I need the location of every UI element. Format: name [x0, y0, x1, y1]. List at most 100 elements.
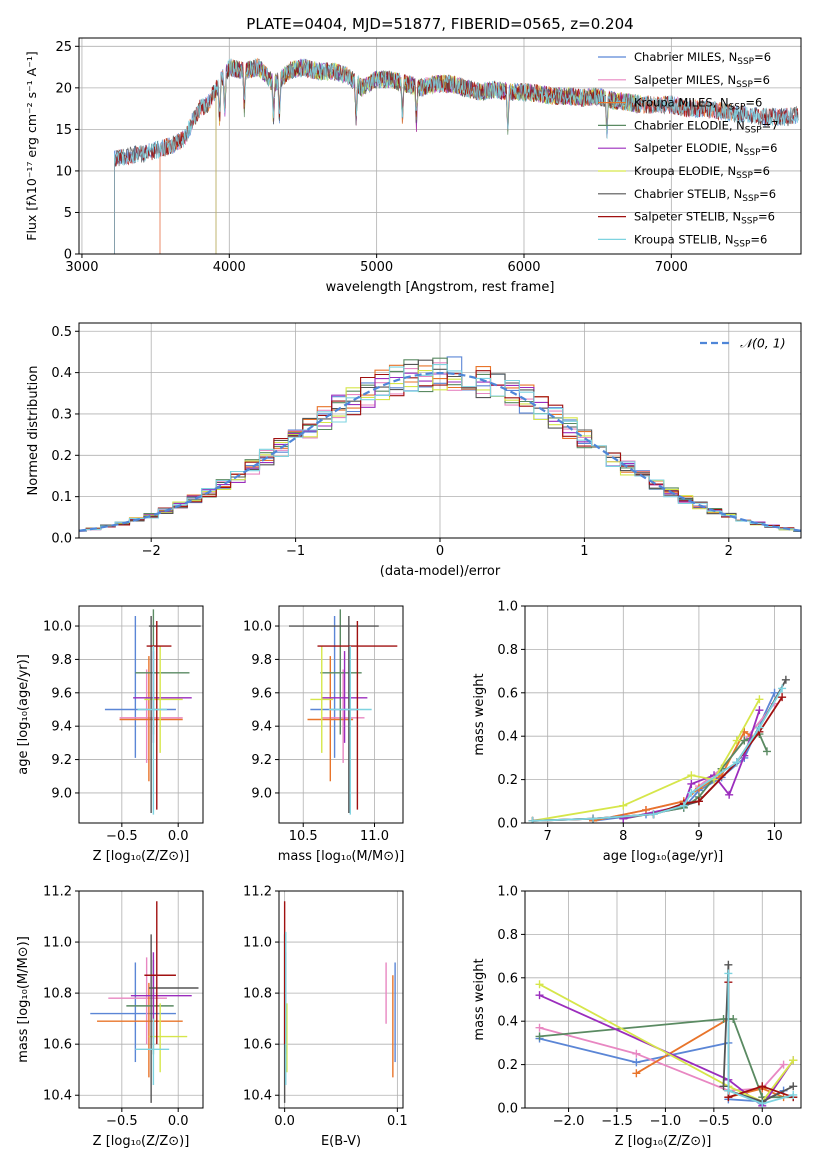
x-tick-label: 7000 — [655, 260, 688, 275]
weight-marker — [632, 1069, 641, 1078]
legend: 𝒩(0, 1) — [700, 336, 786, 351]
x-tick-label: −2 — [142, 544, 161, 559]
x-tick-label: −0.5 — [106, 829, 138, 844]
weight-line — [727, 973, 794, 1105]
x-tick-label: −2.0 — [553, 1114, 585, 1129]
y-tick-label: 0.1 — [51, 490, 72, 505]
weight-marker — [535, 991, 544, 1000]
panel-age-vs-Z: −0.5 0.0 9.0 9.2 9.4 9.6 9.8 10.0 Z [log₁₀(Z/Z⊙)… — [16, 605, 204, 864]
y-axis-label: Flux [fλ10⁻¹⁷ erg cm⁻² s⁻¹ A⁻¹] — [24, 51, 39, 240]
y-tick-label: 9.2 — [251, 753, 272, 768]
plot-area — [90, 901, 199, 1103]
weight-marker — [535, 1032, 544, 1041]
weight-line — [539, 983, 795, 1103]
weight-marker — [762, 747, 771, 756]
weight-marker — [687, 779, 696, 788]
y-tick-label: 0.6 — [497, 686, 518, 701]
panel-weight-vs-age: 7 8 9 10 0.0 0.2 0.4 0.6 0.8 1.0 age [log₁₀(age/yr… — [472, 600, 802, 864]
y-axis-label: mass weight — [472, 673, 487, 755]
plot-area — [528, 675, 790, 823]
x-tick-label: 0.1 — [387, 1114, 408, 1129]
weight-marker — [732, 736, 741, 745]
legend-label: Salpeter STELIB, NSSP=6 — [634, 210, 775, 227]
x-tick-label: 4000 — [213, 260, 246, 275]
x-tick-label: 7 — [544, 829, 552, 844]
y-tick-label: 0.8 — [497, 928, 518, 943]
y-tick-label: 9.2 — [51, 753, 72, 768]
weight-marker — [724, 969, 733, 978]
residual-histogram — [79, 370, 801, 531]
x-tick-label: −0.5 — [698, 1114, 730, 1129]
panel-spectrum: 3000 4000 5000 6000 7000 0 5 10 15 20 25 wavelength… — [24, 37, 802, 295]
legend-label: Chabrier MILES, NSSP=6 — [634, 50, 771, 67]
weight-marker — [732, 758, 741, 767]
gridlines — [79, 606, 203, 823]
y-tick-label: 15 — [55, 123, 72, 138]
legend-label: Salpeter ELODIE, NSSP=6 — [634, 141, 777, 158]
y-tick-label: 0.4 — [497, 1015, 518, 1030]
legend: Chabrier MILES, NSSP=6 Salpeter MILES, NS… — [598, 50, 779, 249]
residual-histogram — [79, 356, 801, 532]
weight-marker — [781, 675, 790, 684]
x-axis-label: E(B-V) — [321, 1134, 361, 1149]
x-tick-label: 10 — [766, 829, 783, 844]
axes-frame — [78, 37, 802, 255]
y-tick-label: 9.4 — [251, 720, 272, 735]
weight-marker — [789, 1082, 798, 1091]
legend-label: Salpeter MILES, NSSP=6 — [634, 73, 770, 90]
weight-marker — [619, 801, 628, 810]
y-tick-label: 1.0 — [497, 600, 518, 615]
plot-area — [283, 901, 396, 1103]
y-tick-label: 9.0 — [51, 786, 72, 801]
plot-area — [79, 356, 801, 532]
panel-mass-vs-Z: −0.5 0.0 10.4 10.6 10.8 11.0 11.2 Z [log₁₀(Z/Z⊙… — [16, 885, 204, 1149]
weight-marker — [758, 1082, 767, 1091]
y-tick-label: 9.6 — [51, 686, 72, 701]
x-tick-label: 10.5 — [289, 829, 318, 844]
panel-weight-vs-Z: −2.0 −1.5 −1.0 −0.5 0.0 0.0 0.2 0.4 0.6 0.8 1.0 Z [… — [472, 885, 802, 1149]
x-axis-label: Z [log₁₀(Z/Z⊙)] — [615, 1134, 712, 1149]
residual-histogram — [79, 357, 801, 531]
y-tick-label: 11.2 — [243, 885, 272, 900]
x-axis-label: Z [log₁₀(Z/Z⊙)] — [93, 1134, 190, 1149]
weight-marker — [641, 805, 650, 814]
y-tick-label: 10.4 — [43, 1089, 72, 1104]
legend-label: 𝒩(0, 1) — [740, 336, 786, 351]
weight-line — [532, 688, 783, 822]
weight-marker — [694, 797, 703, 806]
weight-marker — [649, 810, 658, 819]
x-axis-label: mass [log₁₀(M/M⊙)] — [278, 849, 405, 864]
x-tick-label: 2 — [725, 544, 733, 559]
x-tick-label: 3000 — [65, 260, 98, 275]
weight-marker — [740, 736, 749, 745]
x-tick-label: 0.0 — [168, 1114, 189, 1129]
y-tick-label: 0.0 — [497, 1102, 518, 1117]
gridlines — [279, 606, 403, 823]
y-tick-label: 10.0 — [243, 620, 272, 635]
x-tick-label: −1.5 — [601, 1114, 633, 1129]
weight-marker — [755, 723, 764, 732]
x-axis-label: age [log₁₀(age/yr)] — [603, 849, 724, 864]
y-tick-label: 9.4 — [51, 720, 72, 735]
x-tick-label: 5000 — [360, 260, 393, 275]
y-tick-label: 11.0 — [43, 936, 72, 951]
x-tick-label: 0.0 — [752, 1114, 773, 1129]
weight-marker — [770, 688, 779, 697]
y-tick-label: 1.0 — [497, 885, 518, 900]
x-tick-label: −1.0 — [650, 1114, 682, 1129]
axes-frame — [78, 605, 204, 824]
y-tick-label: 5 — [64, 206, 72, 221]
weight-marker — [725, 790, 734, 799]
weight-line — [532, 698, 761, 822]
weight-marker — [687, 788, 696, 797]
spectrum-line — [114, 58, 799, 254]
normal-curve — [79, 372, 801, 532]
figure-title: PLATE=0404, MJD=51877, FIBERID=0565, z=0… — [246, 15, 633, 33]
legend-label: Kroupa STELIB, NSSP=6 — [634, 232, 767, 249]
y-tick-label: 0.3 — [51, 407, 72, 422]
x-tick-label: 11.0 — [360, 829, 389, 844]
legend-label: Chabrier STELIB, NSSP=6 — [634, 187, 776, 204]
panel-age-vs-mass: 10.5 11.0 9.0 9.2 9.4 9.6 9.8 10.0 mass [log₁₀(M… — [243, 605, 405, 864]
x-tick-label: −0.5 — [106, 1114, 138, 1129]
weight-marker — [755, 695, 764, 704]
